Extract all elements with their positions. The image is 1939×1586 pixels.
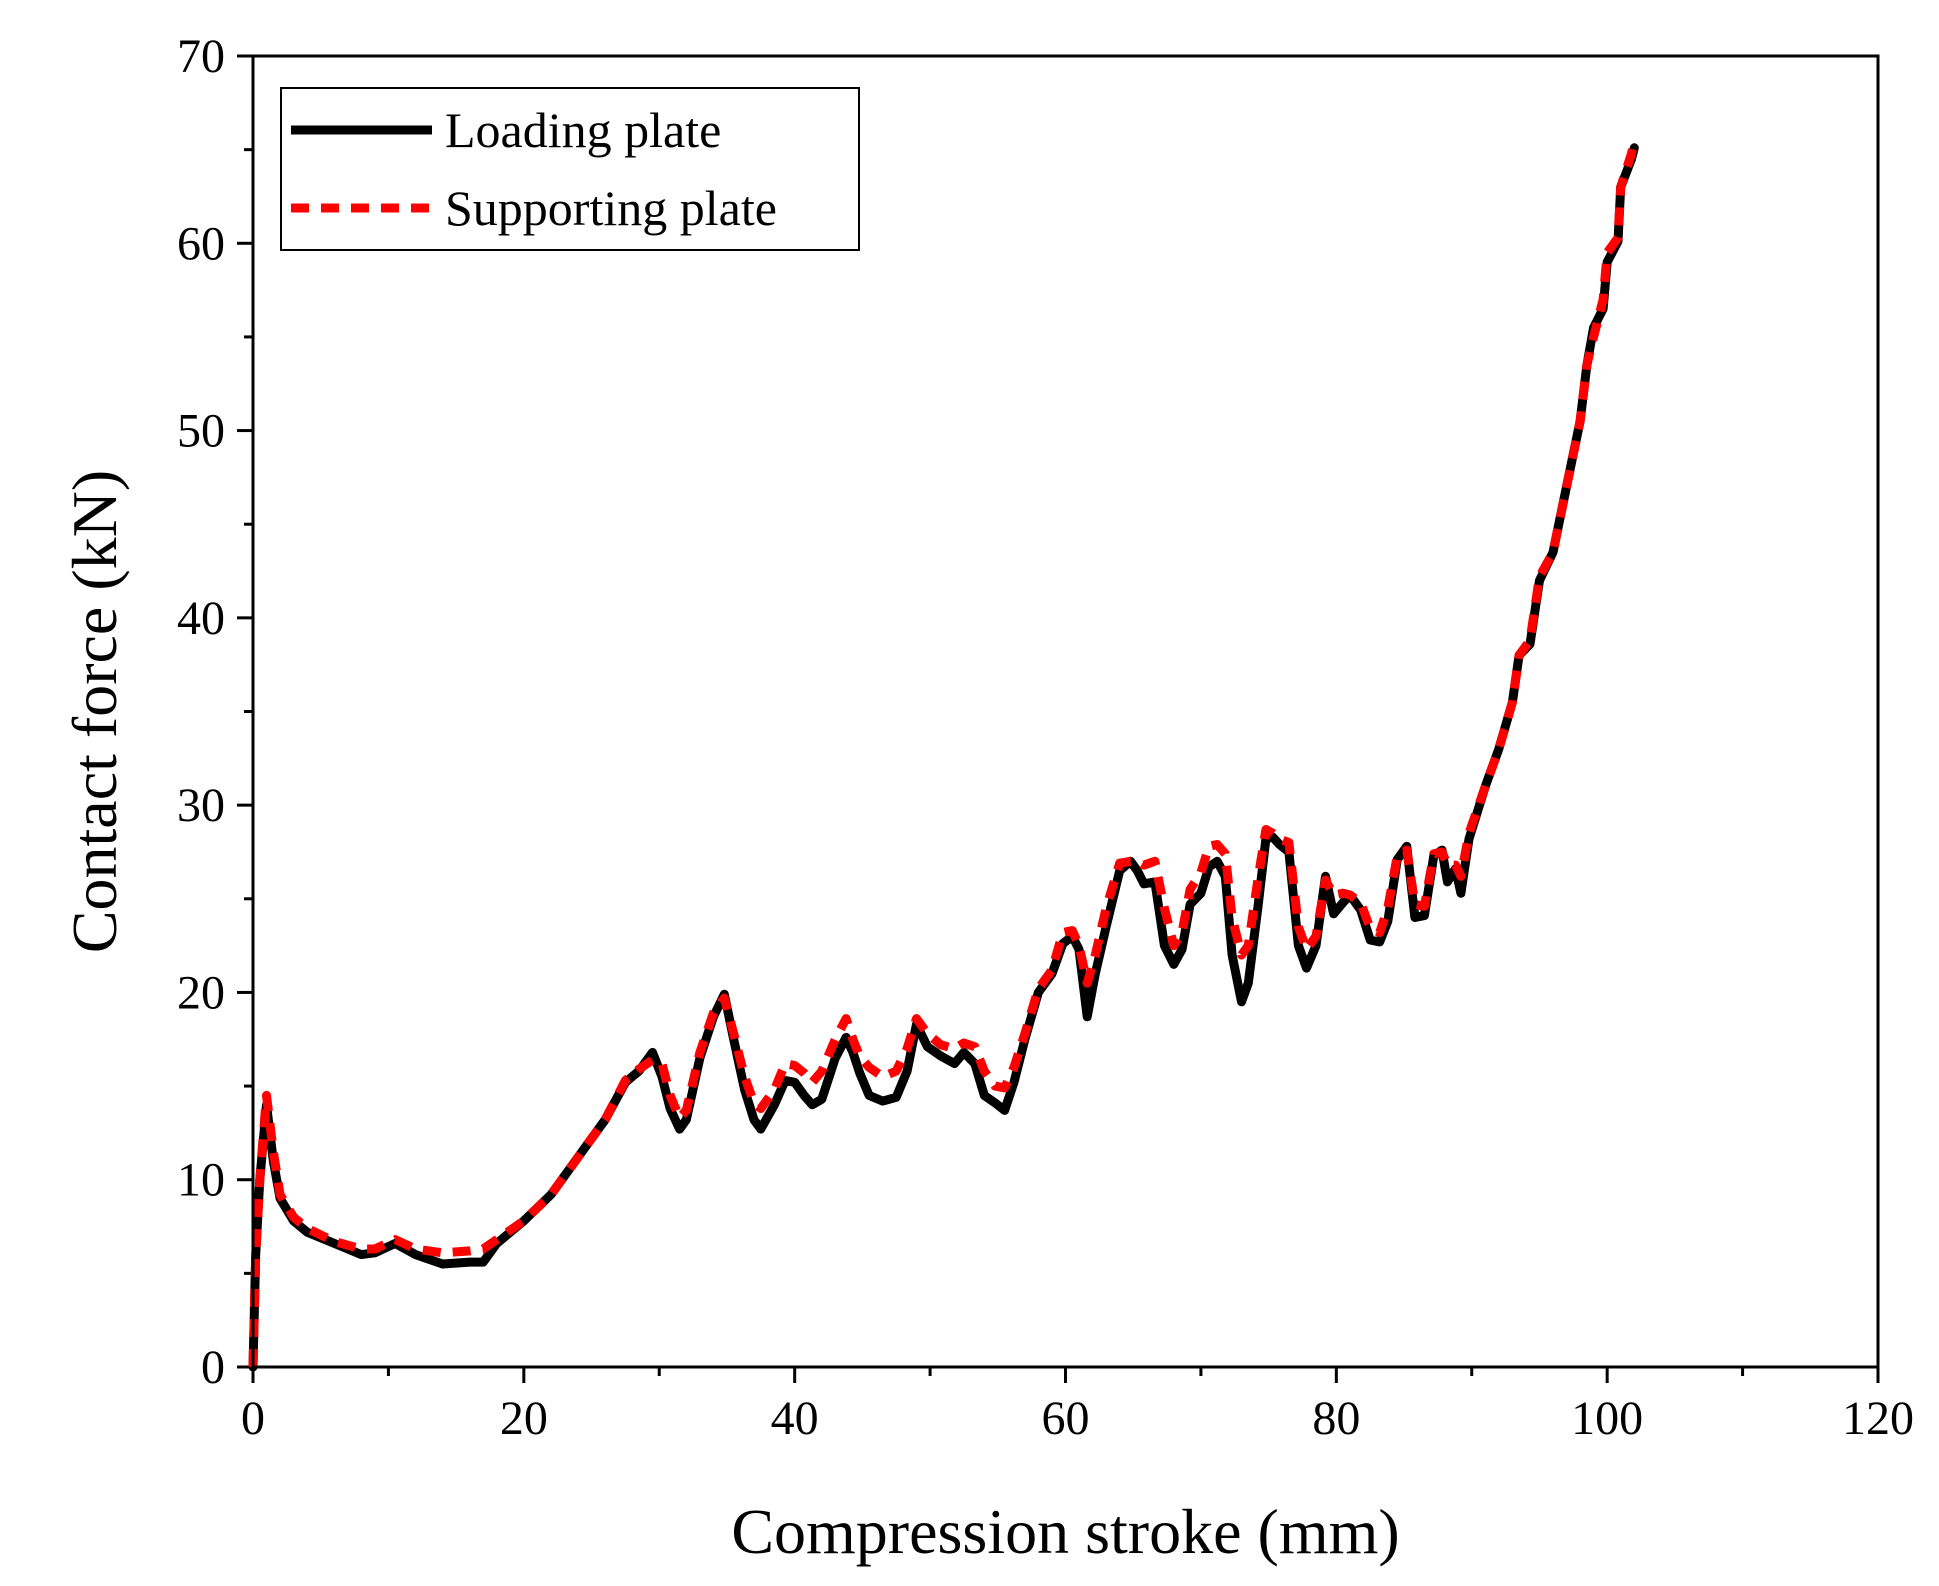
plot-frame bbox=[251, 54, 1880, 1369]
x-tick-label: 0 bbox=[241, 1392, 265, 1445]
legend-box bbox=[280, 87, 860, 251]
y-tick-label: 40 bbox=[177, 592, 225, 645]
y-tick-label: 50 bbox=[177, 405, 225, 458]
y-tick-label: 30 bbox=[177, 779, 225, 832]
series-line-supporting-plate bbox=[248, 139, 1639, 1368]
x-tick-label: 60 bbox=[1042, 1392, 1090, 1445]
plot-lines bbox=[248, 139, 1639, 1372]
y-tick-label: 10 bbox=[177, 1154, 225, 1207]
legend: Loading plate Supporting plate bbox=[280, 87, 860, 251]
y-tick-label: 0 bbox=[201, 1341, 225, 1394]
y-tick-label: 60 bbox=[177, 217, 225, 270]
axis-tick-labels: 0 20 40 60 80 100 120 0 10 20 30 40 50 60 70 bbox=[177, 30, 1914, 1445]
legend-label-1: Supporting plate bbox=[445, 180, 777, 236]
y-tick-label: 70 bbox=[177, 30, 225, 83]
y-axis-title: Contact force (kN) bbox=[59, 470, 130, 953]
x-tick-label: 40 bbox=[771, 1392, 819, 1445]
y-tick-label: 20 bbox=[177, 966, 225, 1019]
x-tick-label: 20 bbox=[500, 1392, 548, 1445]
legend-label-0: Loading plate bbox=[445, 102, 721, 158]
x-tick-label: 120 bbox=[1842, 1392, 1914, 1445]
x-tick-label: 100 bbox=[1571, 1392, 1643, 1445]
x-axis-title: Compression stroke (mm) bbox=[731, 1496, 1399, 1567]
x-tick-label: 80 bbox=[1312, 1392, 1360, 1445]
